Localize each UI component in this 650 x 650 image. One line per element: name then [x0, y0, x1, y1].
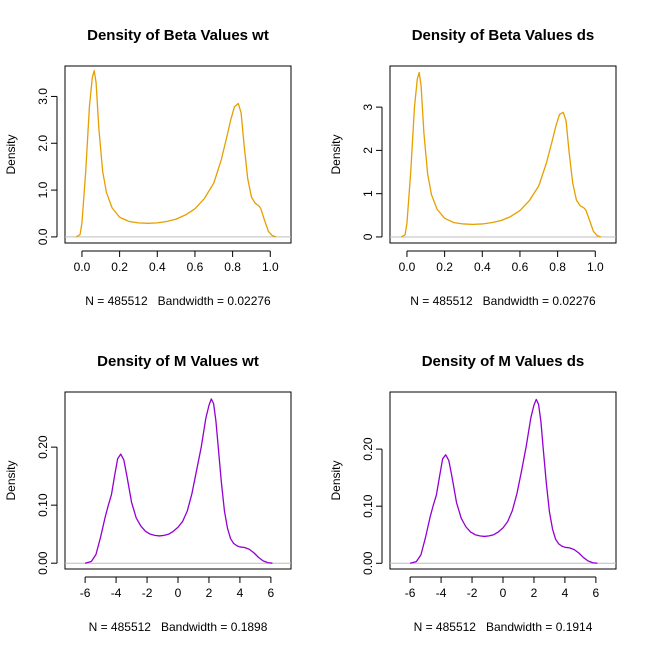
x-tick-label: 0.8: [549, 260, 566, 274]
x-tick-label: 0: [500, 586, 507, 600]
x-axis-label: N = 485512 Bandwidth = 0.02276: [85, 294, 271, 308]
y-axis-label: Density: [4, 134, 18, 174]
x-tick-label: 2: [531, 586, 538, 600]
plot-frame: [64, 391, 292, 570]
x-tick-label: 0.0: [399, 260, 416, 274]
chart-panel-4: Density of M Values ds -6 -4 -2 0 2 4 6 0.00 0.10…: [329, 353, 617, 634]
x-tick-label: 0.4: [149, 260, 166, 274]
x-axis-label: N = 485512 Bandwidth = 0.1914: [414, 620, 593, 634]
plot-frame: [389, 65, 617, 244]
x-tick-label: 0.6: [187, 260, 204, 274]
density-curve: [409, 398, 598, 564]
plot-frame: [389, 391, 617, 570]
x-tick-label: -4: [436, 586, 447, 600]
y-tick-label: 0.00: [36, 551, 50, 575]
x-tick-label: 4: [562, 586, 569, 600]
x-tick-label: 6: [593, 586, 600, 600]
x-tick-label: 0.2: [436, 260, 453, 274]
y-tick-label: 1: [361, 190, 375, 197]
x-tick-label: 1.0: [587, 260, 604, 274]
x-tick-label: 0.0: [74, 260, 91, 274]
x-axis-label: N = 485512 Bandwidth = 0.02276: [410, 294, 596, 308]
x-tick-label: 0.8: [224, 260, 241, 274]
y-tick-label: 0.20: [361, 437, 375, 461]
x-tick-label: -4: [111, 586, 122, 600]
y-tick-label: 0.20: [36, 435, 50, 459]
y-tick-label: 0.10: [361, 494, 375, 518]
chart-title: Density of Beta Values wt: [87, 27, 269, 44]
y-tick-label: 0.10: [36, 493, 50, 517]
density-curve: [84, 398, 273, 564]
y-axis-label: Density: [329, 134, 343, 174]
density-curve: [75, 70, 277, 238]
y-axis-label: Density: [4, 460, 18, 500]
y-tick-label: 2.0: [36, 135, 50, 152]
x-tick-label: 4: [237, 586, 244, 600]
x-tick-label: 0.2: [111, 260, 128, 274]
x-tick-label: 2: [206, 586, 213, 600]
x-tick-label: -2: [467, 586, 478, 600]
x-tick-label: 0.4: [474, 260, 491, 274]
x-tick-label: 0.6: [512, 260, 529, 274]
y-axis-label: Density: [329, 460, 343, 500]
plot-frame: [64, 65, 292, 244]
x-tick-label: 0: [175, 586, 182, 600]
chart-title: Density of M Values ds: [422, 353, 585, 370]
y-tick-label: 0: [361, 233, 375, 240]
x-tick-label: 6: [268, 586, 275, 600]
x-tick-label: -6: [405, 586, 416, 600]
chart-title: Density of Beta Values ds: [412, 27, 595, 44]
y-tick-label: 0.00: [361, 551, 375, 575]
y-tick-label: 3.0: [36, 88, 50, 105]
chart-panel-2: Density of Beta Values ds 0.0 0.2 0.4 0.6 0.8…: [329, 27, 617, 308]
chart-title: Density of M Values wt: [97, 353, 259, 370]
y-tick-label: 3: [361, 103, 375, 110]
y-tick-label: 1.0: [36, 181, 50, 198]
chart-panel-1: Density of Beta Values wt 0.0 0.2 0.4 0.6 0.8…: [4, 27, 292, 308]
x-axis-label: N = 485512 Bandwidth = 0.1898: [89, 620, 268, 634]
y-tick-label: 0.0: [36, 228, 50, 245]
x-tick-label: 1.0: [262, 260, 279, 274]
density-curve: [400, 71, 602, 238]
x-tick-label: -6: [80, 586, 91, 600]
x-tick-label: -2: [142, 586, 153, 600]
y-tick-label: 2: [361, 147, 375, 154]
chart-panel-3: Density of M Values wt -6 -4 -2 0 2 4 6 0.00 0.10…: [4, 353, 292, 634]
